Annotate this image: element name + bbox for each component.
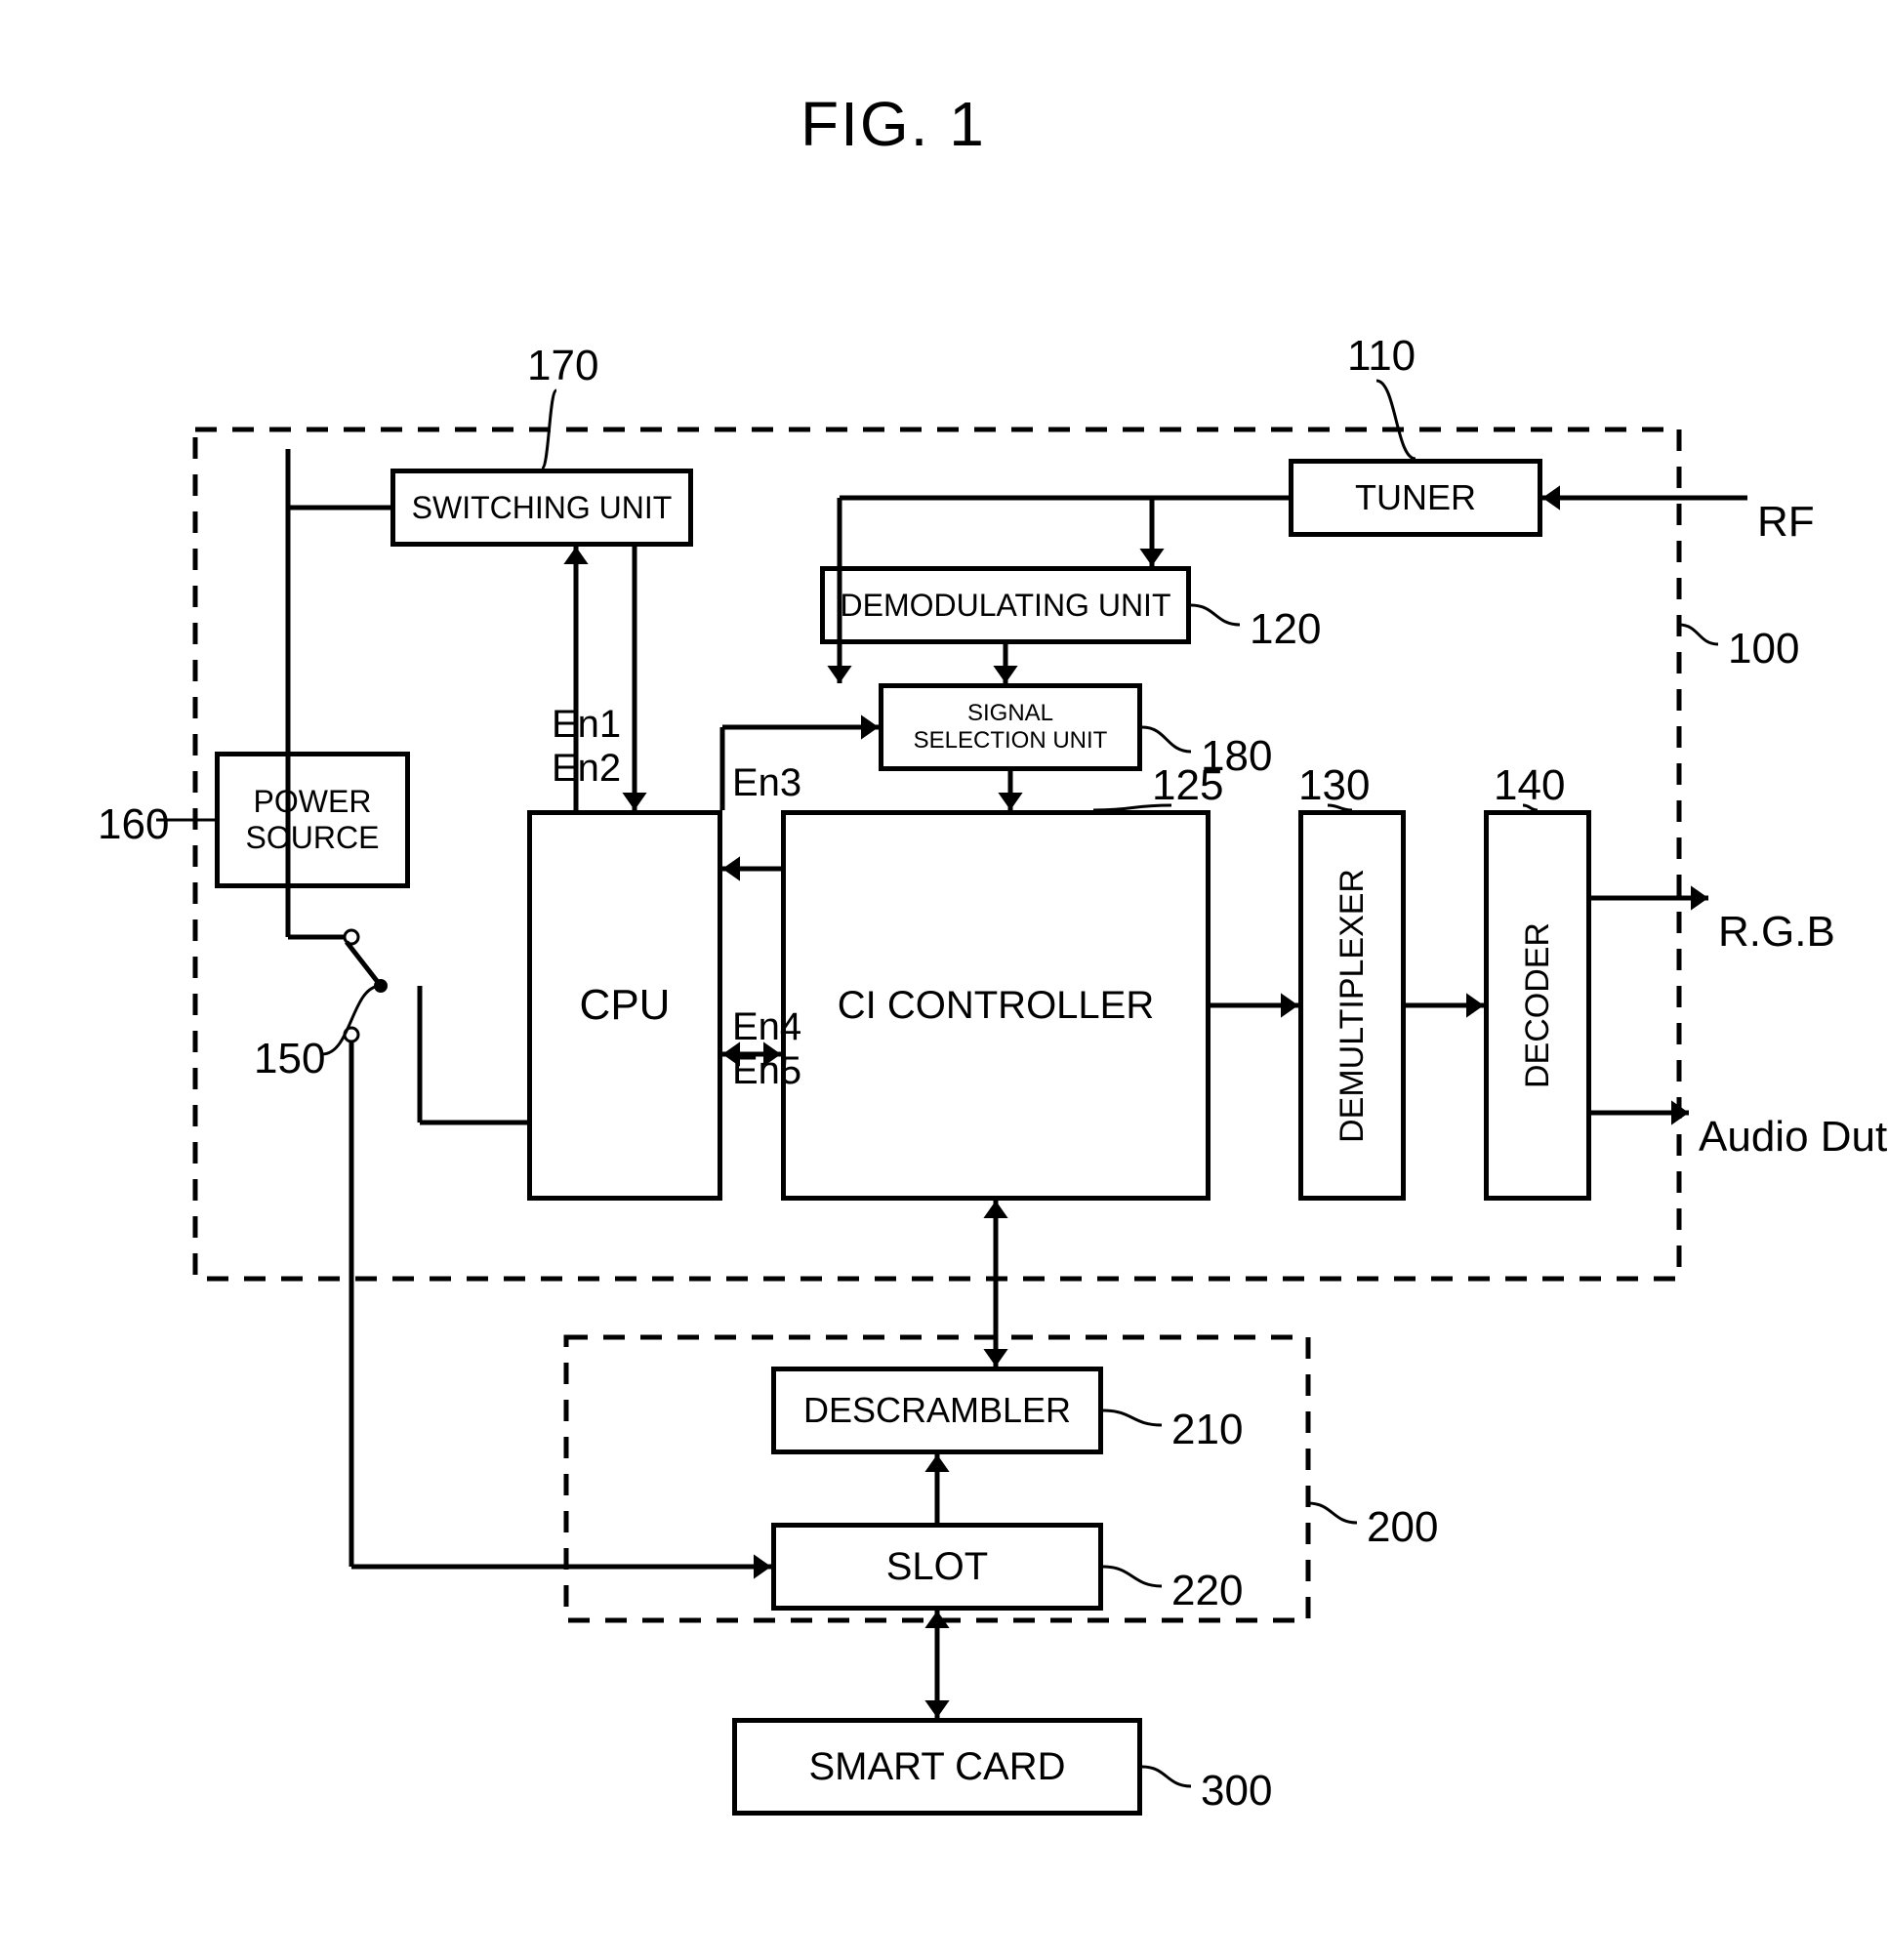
block-demod: DEMODULATING UNIT <box>820 566 1191 644</box>
block-tuner: TUNER <box>1289 459 1542 537</box>
block-cictrl-label: CI CONTROLLER <box>838 984 1155 1028</box>
block-power-label: POWER SOURCE <box>246 784 380 856</box>
block-sigsel-label: SIGNAL SELECTION UNIT <box>914 700 1108 755</box>
ref-200: 200 <box>1367 1503 1438 1552</box>
block-descrambler-label: DESCRAMBLER <box>803 1390 1071 1431</box>
ref-170: 170 <box>527 342 598 390</box>
block-demux-label: DEMULTIPLEXER <box>1334 869 1372 1143</box>
sig-en45: En4 En5 <box>732 1005 801 1093</box>
sig-en3: En3 <box>732 761 801 805</box>
ref-300: 300 <box>1201 1767 1272 1816</box>
block-cpu-label: CPU <box>580 981 671 1030</box>
ref-180: 180 <box>1201 732 1272 781</box>
io-rf: RF <box>1757 498 1815 547</box>
io-rgb: R.G.B <box>1718 908 1835 957</box>
block-slot-label: SLOT <box>886 1545 988 1589</box>
ref-130: 130 <box>1298 761 1370 810</box>
block-smartcard: SMART CARD <box>732 1718 1142 1816</box>
diagram-canvas: FIG. 1 TUNER DEMODULATING UNIT SIGNAL SE… <box>0 0 1888 1960</box>
block-slot: SLOT <box>771 1523 1103 1611</box>
block-decoder: DECODER <box>1484 810 1591 1201</box>
io-audio: Audio Dut <box>1699 1113 1887 1162</box>
ref-220: 220 <box>1171 1567 1243 1615</box>
block-cictrl: CI CONTROLLER <box>781 810 1211 1201</box>
figure-title: FIG. 1 <box>800 88 986 160</box>
ref-110: 110 <box>1347 332 1416 381</box>
sig-en12: En1 En2 <box>552 703 621 791</box>
ref-150: 150 <box>254 1035 325 1083</box>
block-descrambler: DESCRAMBLER <box>771 1367 1103 1454</box>
block-cpu: CPU <box>527 810 722 1201</box>
ref-210: 210 <box>1171 1406 1243 1454</box>
block-swunit: SWITCHING UNIT <box>390 469 693 547</box>
block-tuner-label: TUNER <box>1355 477 1476 518</box>
ref-140: 140 <box>1494 761 1565 810</box>
ref-160: 160 <box>98 800 169 849</box>
block-decoder-label: DECODER <box>1519 922 1557 1088</box>
block-smartcard-label: SMART CARD <box>808 1745 1065 1789</box>
block-power: POWER SOURCE <box>215 752 410 888</box>
ref-120: 120 <box>1250 605 1321 654</box>
block-demux: DEMULTIPLEXER <box>1298 810 1406 1201</box>
block-swunit-label: SWITCHING UNIT <box>412 490 673 526</box>
block-demod-label: DEMODULATING UNIT <box>841 588 1171 624</box>
ref-100: 100 <box>1728 625 1799 674</box>
block-sigsel: SIGNAL SELECTION UNIT <box>879 683 1142 771</box>
